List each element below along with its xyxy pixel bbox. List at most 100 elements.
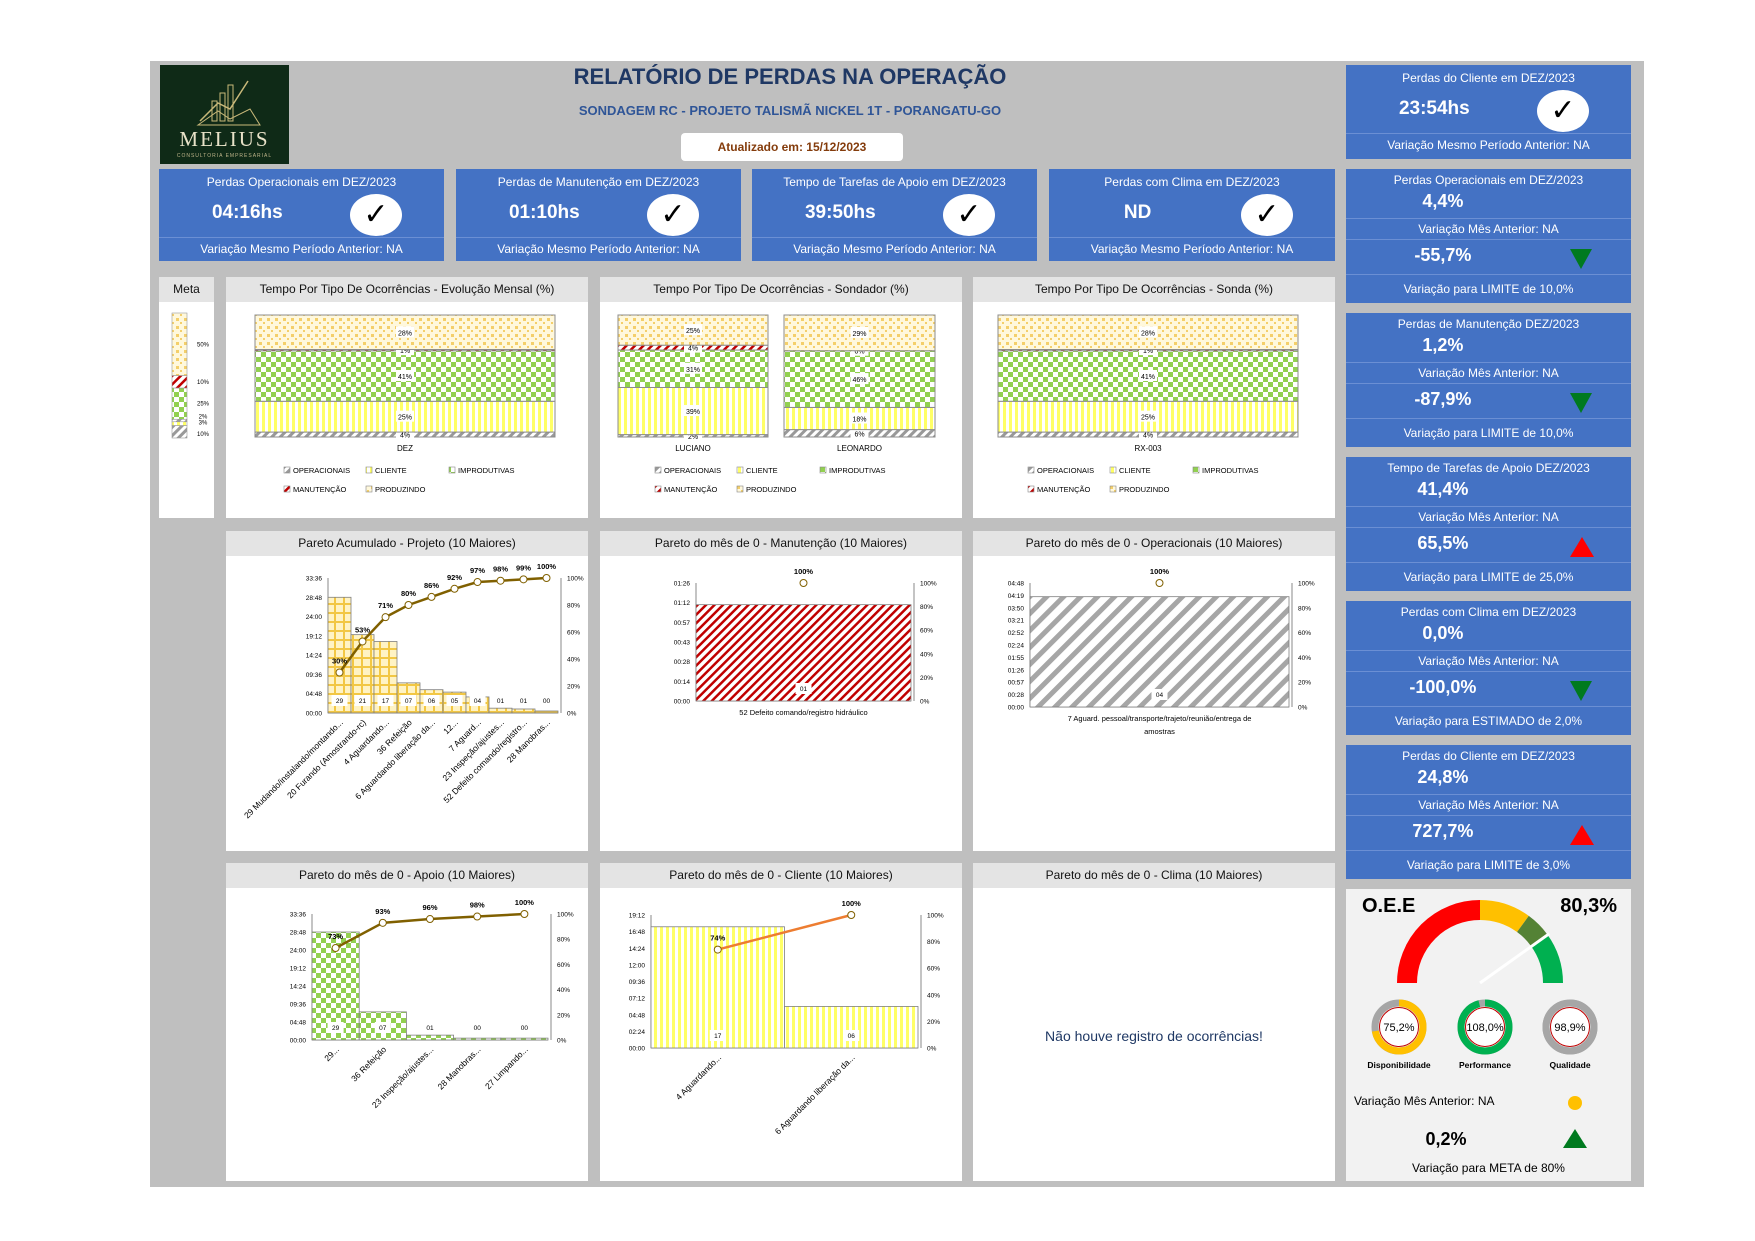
y-tick-label: 14:24 — [629, 946, 646, 953]
y-tick-label: 04:19 — [1008, 593, 1025, 600]
y-tick-label: 01:12 — [674, 600, 691, 607]
y-tick-label: 07:12 — [629, 996, 646, 1003]
chart-panel-sondador: Tempo Por Tipo De Ocorrências - Sondador… — [600, 277, 962, 518]
oee-value: 80,3% — [1560, 895, 1617, 917]
divider — [1346, 274, 1631, 275]
cumulative-label: 99% — [516, 563, 531, 572]
donut-inner — [1465, 1007, 1505, 1047]
divider — [1346, 562, 1631, 563]
cumulative-point — [335, 668, 344, 677]
prev-variation: Variação Mês Anterior: NA — [1418, 510, 1559, 524]
data-label: 6% — [854, 431, 864, 438]
kpi-card-apoio: Tempo de Tarefas de Apoio em DEZ/2023 39… — [752, 169, 1037, 261]
bar-label-bg — [354, 695, 371, 706]
pareto-bar — [500, 1037, 549, 1041]
bar-value-label: 07 — [379, 1025, 387, 1032]
category-label: RX-003 — [1134, 444, 1162, 453]
legend-label: OPERACIONAIS — [664, 466, 721, 475]
limit-variation: Variação para ESTIMADO de 2,0% — [1394, 714, 1583, 728]
bar-value-label: 00 — [474, 1025, 482, 1032]
no-records-message: Não houve registro de ocorrências! — [1045, 1028, 1263, 1044]
legend-label: PRODUZINDO — [1119, 485, 1170, 494]
card-value: 24,8% — [1417, 767, 1469, 787]
kpi-variation: Variação Mesmo Período Anterior: NA — [497, 242, 700, 256]
cumulative-point — [847, 911, 856, 919]
y2-tick-label: 0% — [1298, 705, 1308, 712]
y2-tick-label: 0% — [557, 1038, 567, 1045]
delta-value: -87,9% — [1414, 389, 1472, 409]
x-category-label: 6 Aguardando liberação da... — [773, 1052, 857, 1136]
divider — [1346, 650, 1631, 651]
bar-value-label: 07 — [405, 698, 413, 705]
data-label-bg — [1139, 370, 1157, 381]
pareto-bar — [534, 710, 559, 714]
cumulative-label: 93% — [375, 907, 390, 916]
bar-value-label: 06 — [428, 698, 436, 705]
legend-swatch — [654, 485, 662, 493]
bar-value-label: 01 — [520, 698, 528, 705]
gauge-zone — [1479, 900, 1529, 933]
cumulative-point — [450, 584, 459, 593]
data-label-bg — [850, 412, 869, 424]
cumulative-point — [427, 592, 436, 601]
card-title: Perdas Operacionais em DEZ/2023 — [1393, 173, 1584, 187]
bar-label-bg — [400, 695, 417, 706]
donut-value-label: 75,2% — [1383, 1022, 1414, 1034]
pareto-chart: 00:00 04:48 09:36 14:24 19:12 24:00 28:48 33:36… — [242, 562, 584, 820]
x-category-label: 27 Limpando... — [483, 1044, 530, 1091]
data-label-bg — [850, 427, 869, 439]
page-subtitle: SONDAGEM RC - PROJETO TALISMÃ NICKEL 1T … — [578, 103, 1002, 118]
donut-label: Qualidade — [1549, 1060, 1590, 1070]
y-tick-label: 09:36 — [629, 979, 646, 986]
cumulative-label: 92% — [447, 573, 462, 582]
bar-value-label: 05 — [451, 698, 459, 705]
legend-swatch — [736, 466, 744, 474]
divider — [159, 237, 444, 238]
data-label-bg — [396, 326, 414, 338]
delta-value: -100,0% — [1409, 677, 1477, 697]
pareto-bar — [453, 1037, 502, 1041]
data-label-bg — [850, 326, 869, 338]
kpi-title: Tempo de Tarefas de Apoio em DEZ/2023 — [783, 175, 1006, 189]
y-tick-label: 04:48 — [629, 1012, 646, 1019]
divider — [1346, 133, 1631, 134]
limit-variation: Variação para LIMITE de 10,0% — [1403, 426, 1574, 440]
meta-label: 3% — [199, 421, 208, 427]
limit-variation: Variação para LIMITE de 10,0% — [1403, 282, 1574, 296]
panel-header: Tempo Por Tipo De Ocorrências - Evolução… — [226, 277, 588, 302]
data-label-bg — [684, 362, 702, 374]
trend-up-icon — [1570, 825, 1594, 845]
cumulative-line — [338, 576, 547, 674]
y-tick-label: 09:36 — [290, 1002, 307, 1009]
pareto-bar — [784, 1006, 919, 1049]
x-category-label: 52 Defeito comando/registro hidráulico — [739, 708, 867, 717]
y-tick-label: 00:00 — [290, 1038, 307, 1045]
check-icon: ✓ — [1537, 90, 1589, 132]
delta-value: 727,7% — [1412, 821, 1474, 841]
y-tick-label: 19:12 — [290, 966, 307, 973]
y-tick-label: 14:24 — [290, 984, 307, 991]
bar-label-bg — [446, 695, 463, 706]
donut-inner — [1550, 1007, 1590, 1047]
legend-swatch — [819, 466, 827, 474]
kpi-card-manutencao: Perdas de Manutenção em DEZ/2023 01:10hs… — [456, 169, 741, 261]
kpi-card-clima: Perdas com Clima em DEZ/2023 ND ✓ Variaç… — [1049, 169, 1335, 261]
kpi-value: 39:50hs — [804, 202, 876, 223]
panel-header: Pareto do mês de 0 - Apoio (10 Maiores) — [226, 863, 588, 888]
oee-panel: O.E.E 80,3% 75,2% Disponibilidade 108,0% Pe… — [1346, 889, 1631, 1181]
panel-header: Pareto do mês de 0 - Cliente (10 Maiores… — [600, 863, 962, 888]
data-label: 25% — [398, 415, 412, 422]
cumulative-label: 98% — [470, 901, 485, 910]
y-tick-label: 00:57 — [1008, 680, 1025, 687]
pareto-bar — [650, 926, 785, 1049]
y2-tick-label: 80% — [557, 937, 570, 944]
y2-tick-label: 100% — [1298, 581, 1315, 588]
cumulative-point — [520, 910, 529, 918]
y-tick-label: 04:48 — [1008, 581, 1025, 588]
divider — [1346, 815, 1631, 816]
legend-swatch — [1027, 466, 1035, 474]
category-label: LUCIANO — [675, 444, 711, 453]
data-label: 4% — [688, 346, 698, 353]
bar-label-bg — [377, 695, 394, 706]
x-category-label: 36 Refeição — [349, 1044, 388, 1083]
